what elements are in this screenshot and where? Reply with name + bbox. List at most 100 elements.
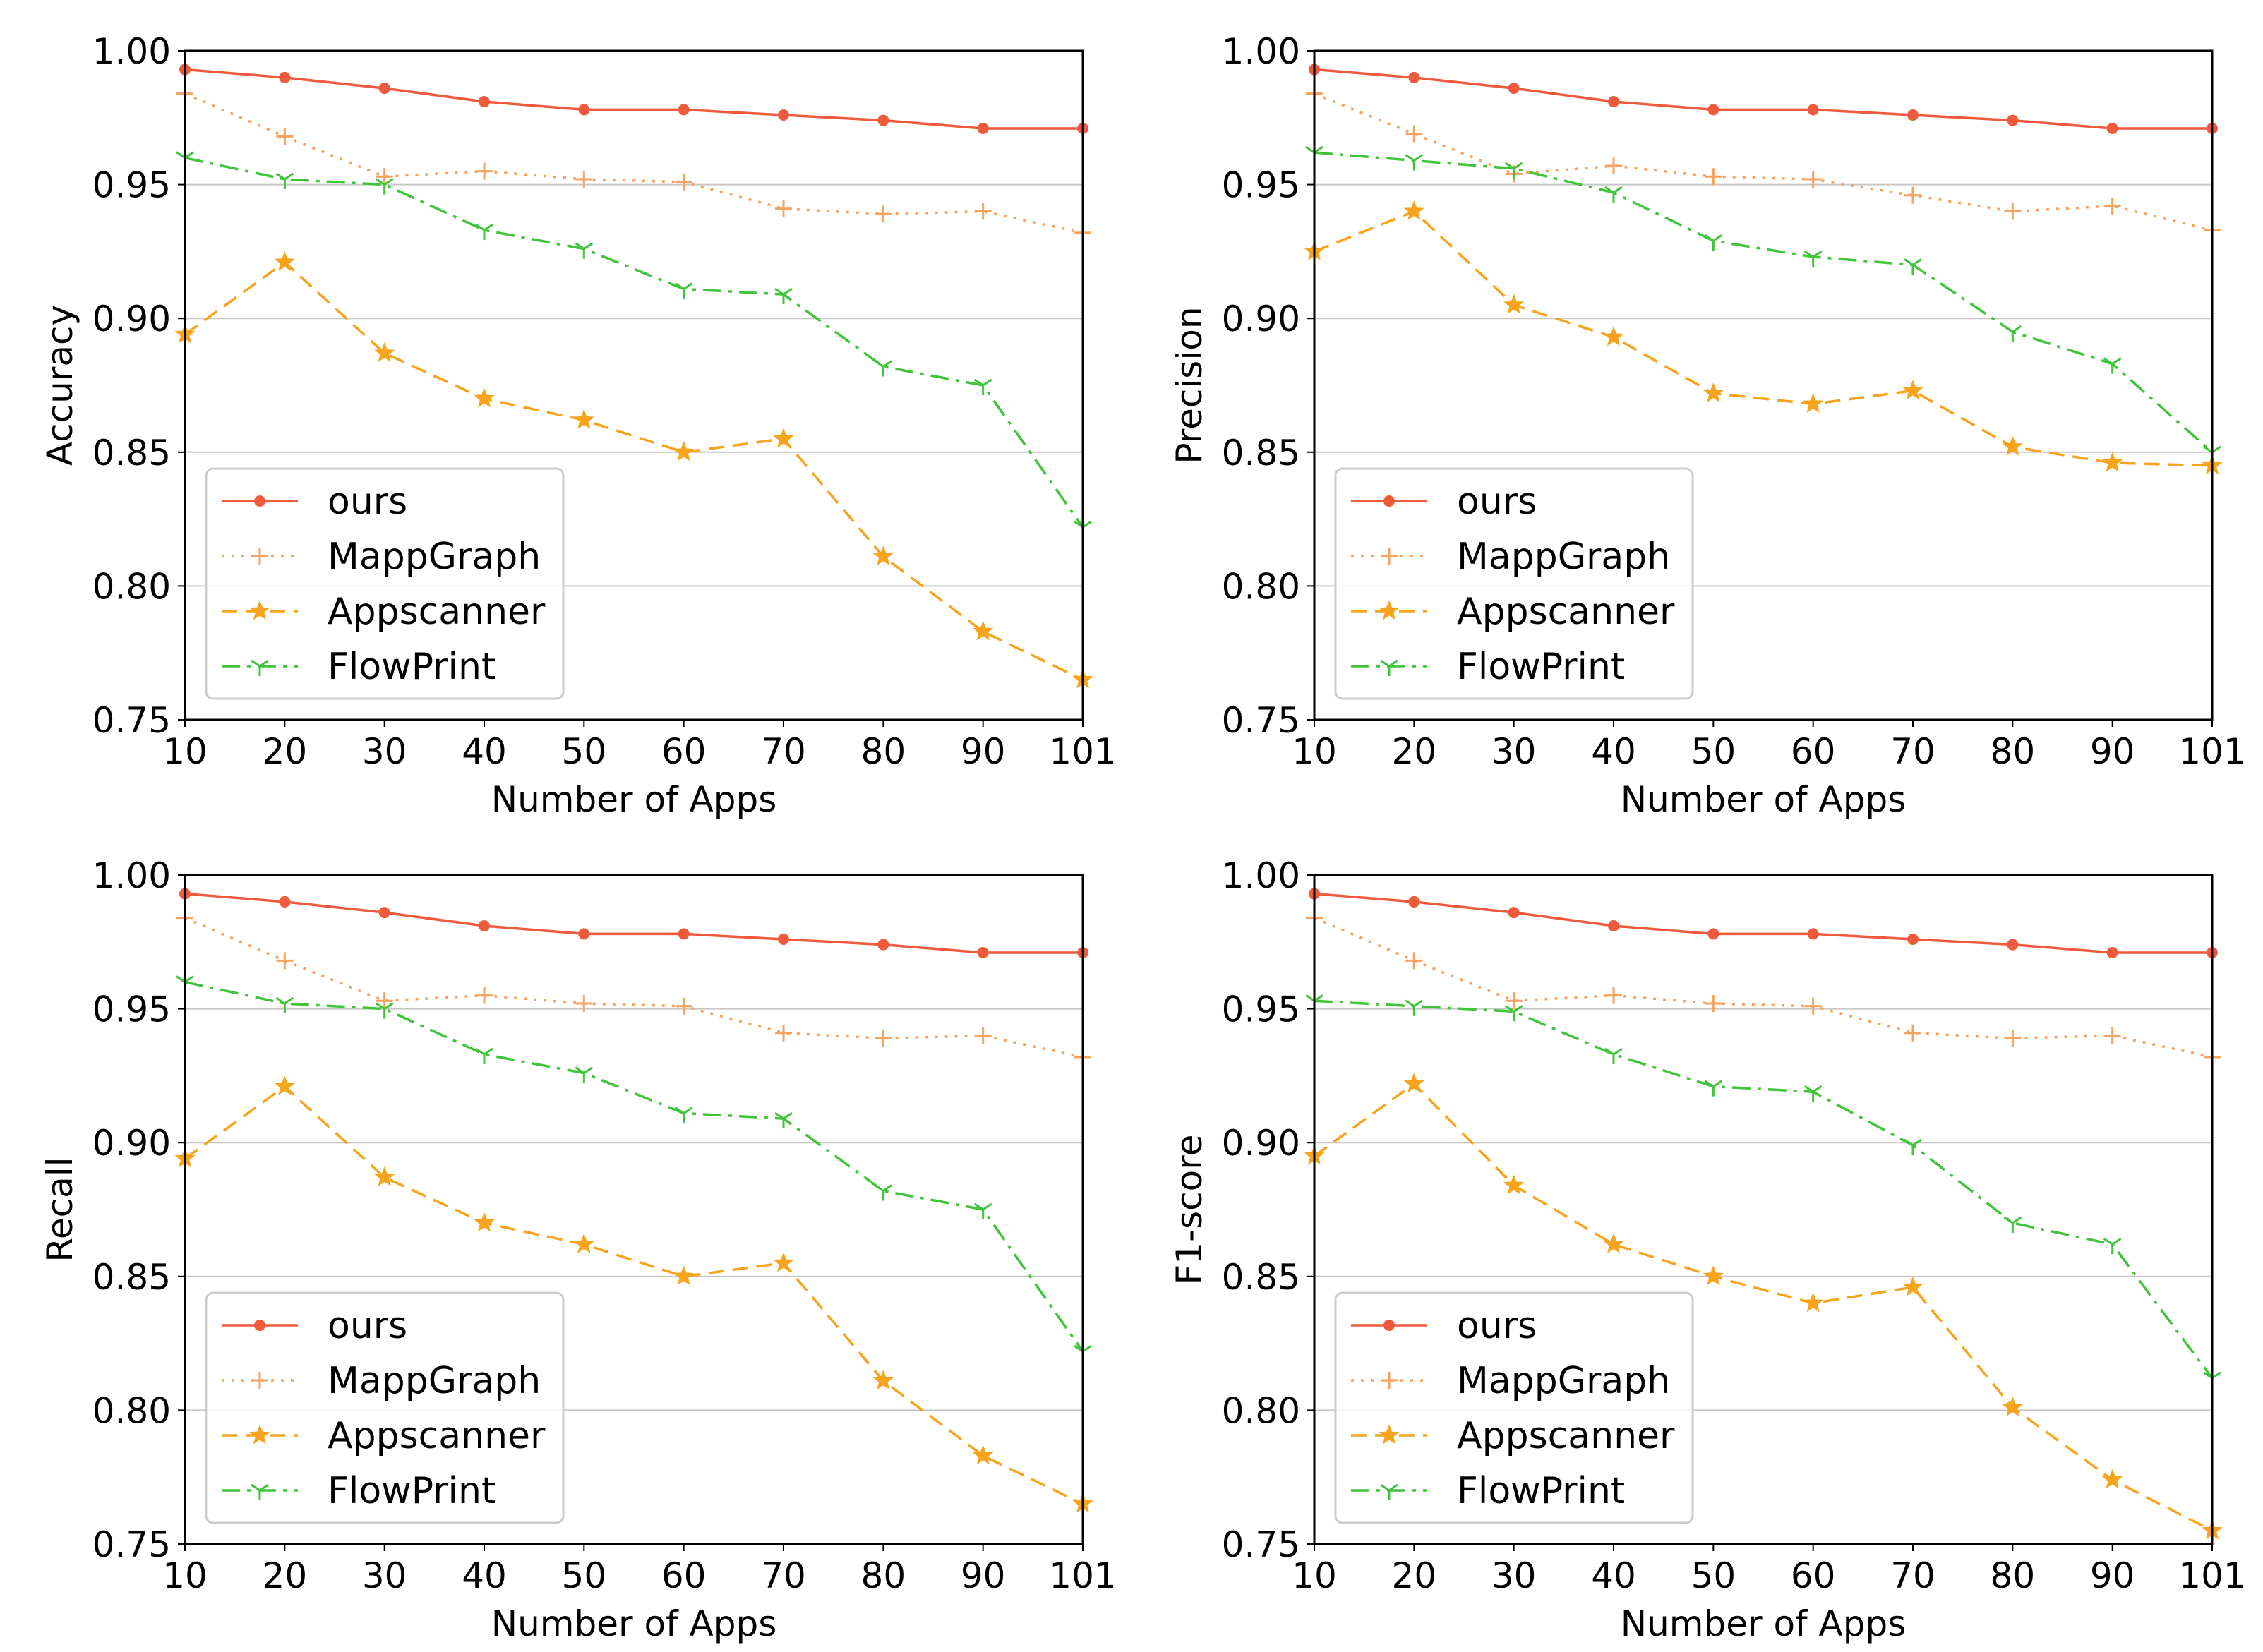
x-tick-label: 101	[2178, 1555, 2245, 1596]
data-point	[1604, 1047, 1623, 1065]
legend-label: Appscanner	[328, 1415, 546, 1457]
data-point	[476, 162, 493, 180]
data-point	[877, 114, 889, 126]
x-tick-label: 20	[263, 731, 308, 772]
data-point	[275, 996, 294, 1014]
legend-box	[205, 1291, 565, 1524]
data-point	[973, 1445, 994, 1465]
legend-marker	[1379, 1424, 1400, 1445]
x-tick-label: 70	[1890, 1555, 1935, 1596]
data-point	[2007, 939, 2019, 951]
legend-label: MappGraph	[1457, 1360, 1670, 1402]
data-point	[974, 203, 992, 220]
data-point	[778, 934, 789, 946]
legend-label: ours	[328, 1305, 407, 1347]
data-point	[973, 1202, 992, 1219]
x-tick-label: 90	[961, 731, 1006, 772]
data-point	[673, 1265, 695, 1286]
data-point	[578, 928, 590, 940]
data-point	[1605, 157, 1622, 175]
legend-entry-mappgraph: MappGraph	[222, 536, 541, 578]
legend-label: MappGraph	[1457, 536, 1670, 578]
series-line	[184, 260, 1084, 681]
data-point	[2103, 357, 2122, 374]
data-point	[376, 992, 393, 1010]
axes-frame	[1313, 49, 2214, 721]
legend-marker	[254, 1320, 265, 1331]
x-tick-label: 30	[362, 1555, 407, 1596]
series-line	[1314, 999, 2214, 1379]
data-point	[375, 178, 394, 195]
x-tick-label: 50	[1691, 1555, 1736, 1596]
data-point	[2106, 122, 2118, 134]
y-tick-label: 0.95	[92, 165, 171, 206]
x-tick-label: 80	[1991, 1555, 2036, 1596]
data-point	[476, 987, 493, 1004]
legend-entry-ours: ours	[222, 481, 407, 523]
y-tick-label: 0.75	[1222, 700, 1300, 741]
data-point	[678, 104, 690, 116]
y-tick-label: 0.75	[92, 1524, 171, 1565]
data-point	[1907, 109, 1919, 121]
data-point	[1807, 928, 1819, 940]
data-point	[674, 1107, 693, 1123]
legend-entry-flowprint: FlowPrint	[222, 646, 496, 688]
x-tick-label: 70	[1890, 731, 1935, 772]
subplot-3: 0.75 0.80 0.85 0.90 0.95 1.00 10 20 30 40 50 60 70 80…	[40, 855, 1117, 1644]
data-point	[1405, 154, 1424, 171]
data-point	[274, 1075, 295, 1096]
x-tick-label: 60	[661, 731, 707, 772]
y-tick-label: 0.80	[1222, 1390, 1300, 1431]
legend-marker	[1379, 600, 1400, 620]
data-point	[573, 1233, 594, 1253]
legend: ours MappGraph Appscanner FlowPrint	[1334, 467, 1694, 700]
x-tick-label: 20	[263, 1555, 308, 1596]
series-line	[184, 68, 1083, 130]
legend-entry-flowprint: FlowPrint	[1351, 1470, 1625, 1512]
series-mappgraph	[1306, 85, 2221, 239]
x-axis-label: Number of Apps	[491, 1603, 777, 1644]
y-tick-label: 0.80	[1222, 566, 1300, 607]
x-tick-label: 50	[1691, 731, 1736, 772]
legend-marker	[251, 1483, 269, 1500]
data-point	[877, 939, 889, 951]
x-tick-label: 40	[1591, 1555, 1636, 1596]
legend-label: MappGraph	[328, 1360, 541, 1402]
data-point	[773, 1252, 794, 1272]
y-tick-label: 0.90	[92, 299, 171, 339]
data-point	[874, 1184, 893, 1201]
data-point	[774, 287, 793, 305]
data-point	[1704, 1080, 1723, 1097]
data-point	[1904, 258, 1922, 275]
data-point	[2003, 1216, 2022, 1233]
data-point	[1703, 1265, 1724, 1286]
data-point	[675, 173, 692, 191]
series-flowprint	[1305, 145, 2221, 462]
data-point	[573, 409, 594, 429]
data-point	[2102, 452, 2123, 472]
data-point	[1508, 907, 1520, 919]
series-line	[1314, 917, 2213, 1059]
data-point	[974, 1027, 992, 1044]
data-point	[675, 997, 692, 1015]
data-point	[673, 441, 695, 462]
x-tick-label: 10	[162, 1555, 208, 1596]
legend-label: ours	[1457, 481, 1537, 523]
data-point	[2004, 1030, 2022, 1047]
data-point	[1804, 997, 1822, 1015]
data-point	[1803, 393, 1824, 414]
data-point	[1405, 999, 1424, 1016]
data-point	[276, 128, 294, 145]
series-ours	[179, 888, 1088, 958]
legend-label: MappGraph	[328, 536, 541, 578]
series-line	[1314, 210, 2213, 467]
data-point	[378, 83, 390, 95]
data-point	[2103, 1027, 2121, 1044]
legend-box	[1334, 467, 1694, 700]
legend-marker	[249, 1424, 270, 1445]
series-line	[1314, 892, 2212, 954]
data-point	[1608, 920, 1619, 932]
axes-frame	[184, 874, 1084, 1545]
legend-marker	[249, 600, 270, 620]
